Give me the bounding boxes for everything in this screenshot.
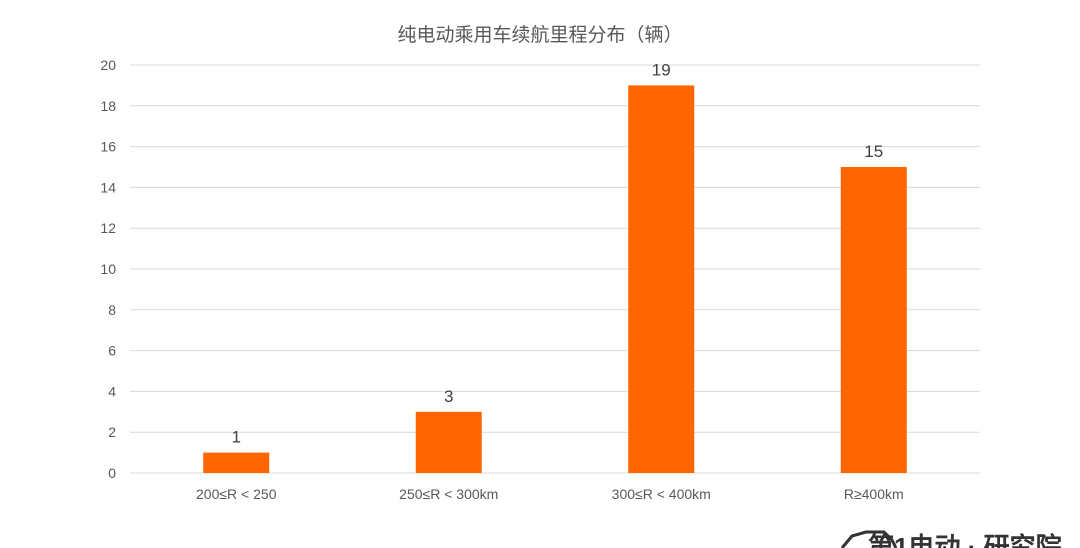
- bar-data-label: 1: [232, 428, 241, 447]
- chart-title: 纯电动乘用车续航里程分布（辆）: [397, 24, 682, 46]
- y-tick-label: 4: [108, 383, 116, 399]
- watermark-logo: 第1电动 · 研究院: [840, 530, 1062, 548]
- x-tick-label: 250≤R < 300km: [399, 486, 498, 502]
- x-axis-ticks: 200≤R < 250 250≤R < 300km 300≤R < 400km R≥4…: [196, 486, 904, 502]
- y-tick-label: 16: [100, 139, 116, 155]
- y-tick-label: 0: [108, 465, 116, 481]
- bar-data-label: 15: [864, 142, 883, 161]
- watermark-text: 第1电动 · 研究院: [868, 532, 1062, 548]
- x-tick-label: 300≤R < 400km: [612, 486, 711, 502]
- data-labels: 1 3 19 15: [232, 60, 884, 446]
- bars: [203, 85, 907, 474]
- bar: [840, 167, 907, 473]
- bar: [203, 452, 270, 473]
- y-tick-label: 18: [100, 98, 116, 114]
- y-tick-label: 2: [108, 424, 116, 440]
- x-tick-label: 200≤R < 250: [196, 486, 277, 502]
- bar-data-label: 19: [652, 60, 671, 79]
- bar: [628, 85, 695, 474]
- bar: [415, 411, 482, 473]
- y-axis-ticks: 0 2 4 6 8 10 12 14 16 18 20: [100, 57, 116, 481]
- car-logo-icon: [840, 530, 898, 548]
- gridlines: [130, 64, 980, 474]
- bar-data-label: 3: [444, 387, 453, 406]
- y-tick-label: 10: [100, 261, 116, 277]
- x-tick-label: R≥400km: [844, 486, 904, 502]
- y-tick-label: 6: [108, 343, 116, 359]
- y-tick-label: 8: [108, 302, 116, 318]
- y-tick-label: 12: [100, 220, 116, 236]
- y-tick-label: 14: [100, 179, 116, 195]
- y-tick-label: 20: [100, 57, 116, 73]
